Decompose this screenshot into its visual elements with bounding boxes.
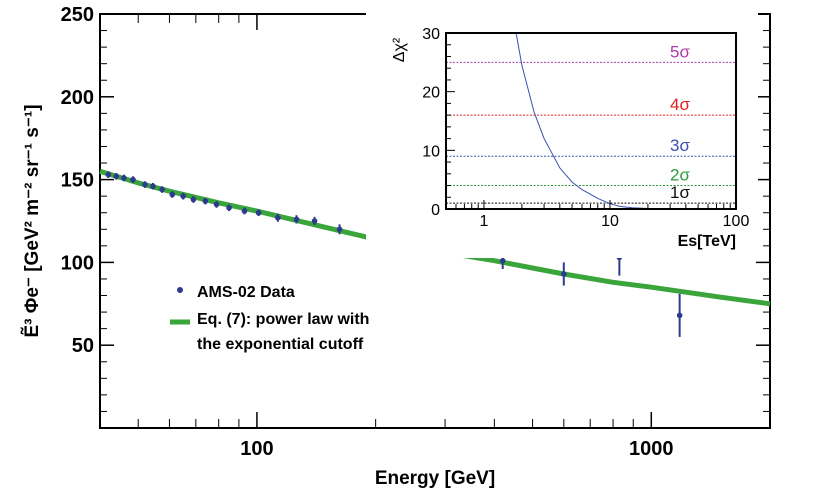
data-point	[241, 208, 248, 214]
data-point	[121, 175, 127, 181]
inset-x-axis-ticks: 1 10 100	[455, 200, 750, 230]
legend-marker-data	[177, 287, 183, 293]
main-y-axis-label: Ẽ³ Φe⁻ [GeV² m⁻² sr⁻¹ s⁻¹]	[21, 104, 43, 337]
inset-x-axis-label: Es[TeV]	[678, 233, 736, 250]
main-x-tick-label: 100	[240, 438, 273, 460]
data-point	[560, 271, 567, 277]
main-y-tick-label: 200	[61, 87, 94, 109]
data-point	[113, 173, 120, 180]
data-point	[105, 171, 112, 178]
data-point	[159, 186, 165, 193]
data-point	[169, 191, 176, 198]
data-point	[150, 183, 156, 190]
data-point	[130, 176, 136, 183]
legend-label-fit-line1: Eq. (7): power law with	[197, 311, 369, 328]
data-point	[255, 209, 262, 216]
legend-label-fit-line2: the exponential cutoff	[197, 336, 364, 353]
inset-plot-frame	[445, 32, 737, 210]
data-point	[190, 196, 197, 203]
inset-y-tick-label: 20	[422, 85, 440, 102]
data-point	[311, 218, 318, 224]
data-point	[202, 198, 209, 204]
inset-x-tick-label: 10	[601, 213, 619, 230]
data-point	[142, 181, 148, 188]
data-point	[226, 204, 232, 211]
data-point	[180, 193, 186, 199]
data-point	[676, 312, 683, 319]
inset-x-tick-label: 1	[479, 213, 488, 230]
sigma-label: 3σ	[670, 136, 690, 155]
data-point	[275, 214, 281, 221]
data-point	[499, 257, 506, 264]
sigma-label: 5σ	[670, 42, 690, 61]
data-point	[336, 226, 343, 233]
inset-y-axis-ticks: 0 10 20 30	[422, 26, 455, 219]
main-y-tick-label: 150	[61, 170, 94, 192]
inset-y-axis-label: Δχ²	[391, 37, 408, 62]
main-x-tick-label: 1000	[629, 438, 674, 460]
legend-label-data: AMS-02 Data	[197, 284, 295, 301]
inset-y-tick-label: 10	[422, 143, 440, 160]
data-point	[293, 216, 300, 223]
main-y-tick-label: 250	[61, 4, 94, 26]
main-y-tick-label: 100	[61, 252, 94, 274]
sigma-label: 4σ	[670, 95, 690, 114]
inset-y-tick-label: 30	[422, 26, 440, 43]
sigma-label: 2σ	[670, 166, 690, 185]
main-x-axis-label: Energy [GeV]	[375, 468, 495, 489]
data-point	[213, 201, 220, 208]
inset-plot-background	[366, 6, 758, 258]
inset-y-tick-label: 0	[431, 202, 440, 219]
sigma-label: 1σ	[670, 183, 690, 202]
legend: AMS-02 Data Eq. (7): power law with the …	[170, 284, 369, 353]
main-y-tick-label: 50	[72, 335, 94, 357]
inset-x-tick-label: 100	[723, 213, 750, 230]
